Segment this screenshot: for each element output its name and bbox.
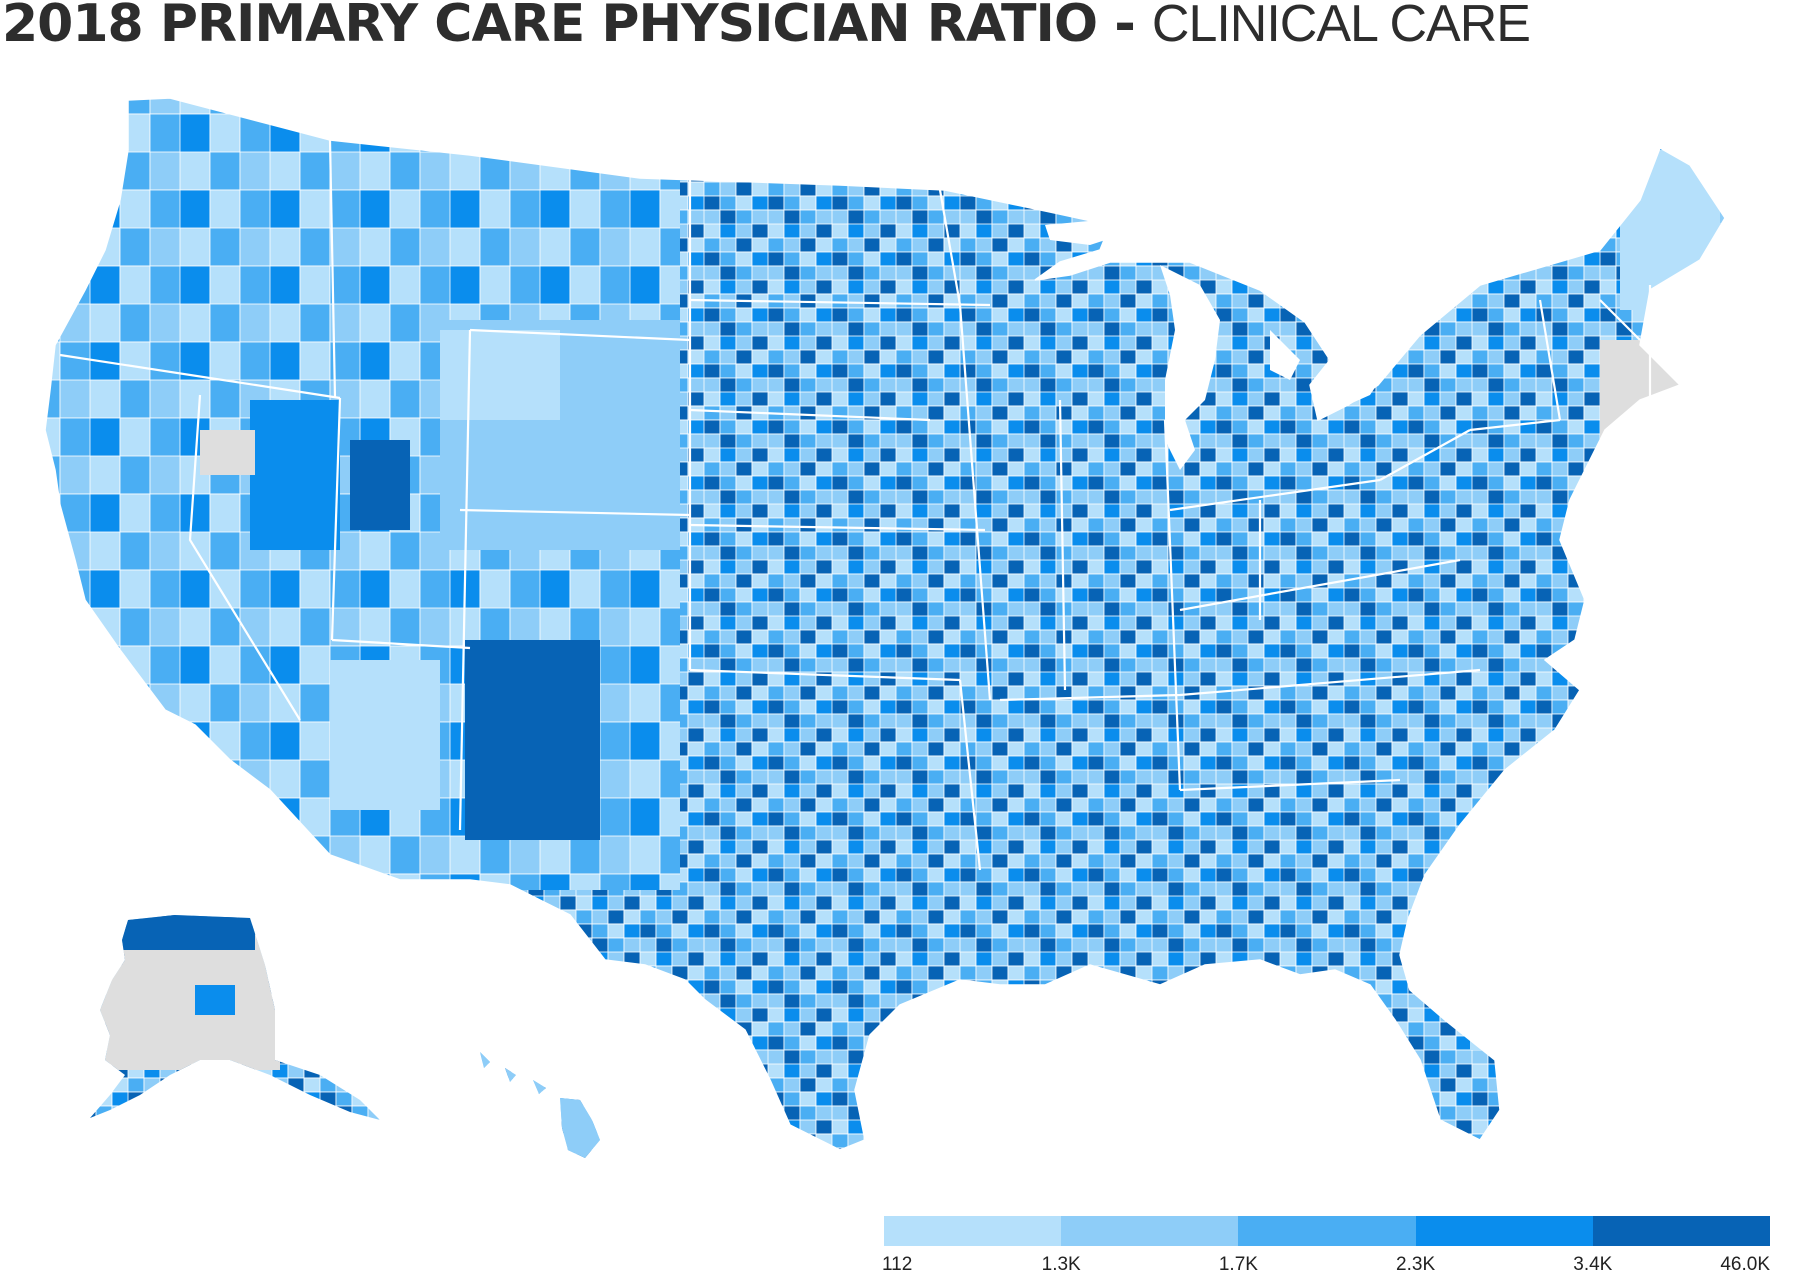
map-legend: 112 1.3K 1.7K 2.3K 3.4K 46.0K [882, 1216, 1771, 1276]
legend-color-bar [884, 1216, 1771, 1246]
legend-swatch-5 [1592, 1216, 1771, 1246]
map-title: 2018 PRIMARY CARE PHYSICIAN RATIO - CLIN… [2, 0, 1531, 54]
legend-tick-label: 2.3K [1396, 1254, 1436, 1275]
us-county-choropleth-map [44, 97, 1726, 1158]
title-subtitle: CLINICAL CARE [1151, 0, 1531, 53]
title-main: 2018 PRIMARY CARE PHYSICIAN RATIO [2, 0, 1098, 54]
legend-tick-label: 1.3K [1041, 1254, 1081, 1275]
legend-swatch-2 [1061, 1216, 1239, 1246]
legend-tick-label: 3.4K [1573, 1254, 1613, 1275]
county-fill-layer [45, 98, 1725, 1158]
title-separator: - [1097, 0, 1152, 54]
legend-swatch-1 [884, 1216, 1062, 1246]
legend-swatch-3 [1238, 1216, 1416, 1246]
legend-swatch-4 [1415, 1216, 1593, 1246]
legend-tick-label: 1.7K [1218, 1254, 1258, 1275]
legend-tick-label: 112 [882, 1254, 913, 1275]
lower-48-outline [44, 97, 1726, 1151]
state-boundaries [59, 139, 1652, 871]
legend-tick-label: 46.0K [1720, 1254, 1770, 1275]
